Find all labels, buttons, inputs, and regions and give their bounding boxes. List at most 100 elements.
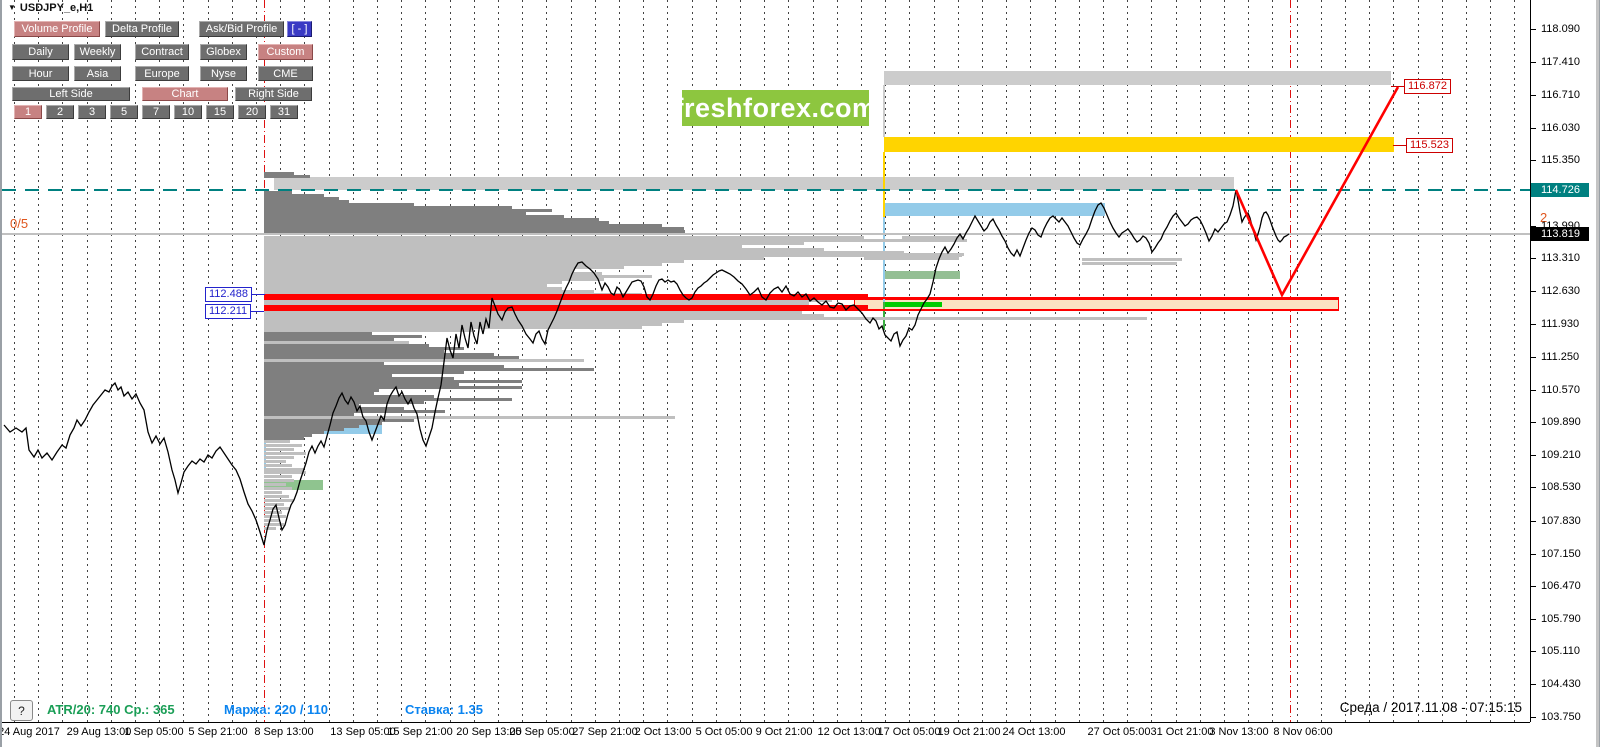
gridline-vertical: [1078, 0, 1080, 722]
chart-title[interactable]: ▼ USDJPY_e,H1: [8, 2, 94, 14]
panel-button-europe[interactable]: Europe: [135, 66, 189, 81]
time-axis-label: 31 Oct 21:00: [1150, 726, 1214, 738]
panel-button-7[interactable]: 7: [142, 105, 170, 119]
volume-profile-bar: [264, 440, 290, 443]
price-callout-label: 112.211: [205, 304, 265, 319]
session-separator-line: [1290, 0, 1291, 722]
panel-button-hour[interactable]: Hour: [12, 66, 69, 81]
time-axis-label: 15 Sep 21:00: [387, 726, 453, 738]
gridline-vertical: [643, 0, 645, 722]
price-axis-label: 118.090: [1541, 23, 1580, 35]
panel-button-chart[interactable]: Chart: [142, 87, 228, 101]
price-axis-tick: [1531, 160, 1536, 162]
gridline-vertical: [1393, 0, 1395, 722]
volume-profile-bar: [1082, 262, 1177, 265]
panel-button-10[interactable]: 10: [174, 105, 202, 119]
panel-button-cme[interactable]: CME: [258, 66, 313, 81]
gridline-vertical: [1199, 0, 1201, 722]
time-axis-label: 3 Nov 13:00: [1209, 726, 1269, 738]
volume-profile-bar: [264, 471, 306, 474]
price-axis-label: 111.250: [1541, 350, 1580, 363]
time-axis-label: 8 Nov 06:00: [1273, 726, 1333, 738]
time-axis-label: 13 Sep 05:00: [330, 726, 396, 738]
callout-connector: [1391, 86, 1404, 87]
gridline-vertical: [619, 0, 620, 722]
panel-button-asia[interactable]: Asia: [74, 66, 121, 81]
olive-band-right: [884, 271, 960, 279]
gridline-vertical: [885, 0, 887, 722]
volume-profile-bar: [264, 519, 279, 522]
time-axis[interactable]: 24 Aug 2017 29 Aug 13:00 1 Sep 05:00 5 Sep …: [2, 723, 1596, 747]
volume-profile-bar: [264, 523, 284, 526]
green-support-line: [885, 301, 942, 307]
time-axis-label: 2 Oct 13:00: [634, 726, 692, 738]
price-axis-label: 104.430: [1541, 677, 1581, 690]
red-level-1-thin: [868, 297, 1339, 299]
volume-profile-bar: [264, 475, 292, 478]
gridline-vertical: [1441, 0, 1443, 722]
panel-button-ask-bid-profile[interactable]: Ask/Bid Profile: [199, 21, 284, 37]
panel-button-globex[interactable]: Globex: [200, 44, 247, 60]
panel-button-20[interactable]: 20: [238, 105, 266, 119]
gridline-vertical: [1417, 0, 1419, 722]
price-axis-tick: [1531, 716, 1536, 718]
volume-profile-bar: [264, 507, 290, 510]
panel-button-[interactable]: [ - ]: [287, 21, 312, 37]
panel-button-2[interactable]: 2: [46, 105, 74, 119]
price-axis-label: 107.830: [1541, 514, 1581, 527]
price-axis-label: 109.210: [1541, 448, 1581, 461]
volume-profile-bar: [264, 448, 294, 451]
time-axis-label: 29 Aug 13:00: [66, 726, 132, 738]
volume-profile-bar: [902, 236, 964, 239]
gridline-vertical: [1272, 0, 1274, 722]
price-axis-label: 113.310: [1541, 252, 1580, 265]
panel-button-daily[interactable]: Daily: [12, 44, 69, 60]
time-axis-label: 5 Oct 05:00: [695, 726, 753, 738]
panel-button-nyse[interactable]: Nyse: [200, 66, 247, 81]
gridline-vertical: [1514, 0, 1516, 722]
bars-counter-left: 0/5: [10, 216, 29, 231]
volume-profile-bar: [864, 257, 959, 260]
volume-profile-bar: [264, 175, 310, 178]
time-axis-label: 19 Oct 21:00: [937, 726, 1001, 738]
band-edge-marker: [883, 152, 885, 217]
panel-button-weekly[interactable]: Weekly: [74, 44, 121, 60]
panel-button-1[interactable]: 1: [14, 105, 42, 119]
volume-profile-bar: [264, 444, 302, 447]
panel-button-left-side[interactable]: Left Side: [12, 87, 130, 101]
panel-button-volume-profile[interactable]: Volume Profile: [14, 21, 100, 37]
price-axis-label: 116.710: [1541, 89, 1580, 102]
price-axis-label: 115.350: [1541, 154, 1580, 167]
price-axis-tick: [1531, 356, 1536, 358]
price-axis-tick: [1531, 258, 1536, 260]
panel-button-5[interactable]: 5: [110, 105, 138, 119]
help-button[interactable]: ?: [10, 700, 33, 721]
price-axis-tick: [1531, 651, 1536, 653]
gray-band-mid: [274, 177, 1234, 190]
volume-profile-bar: [264, 503, 284, 506]
price-axis-tick: [1531, 586, 1536, 588]
gridline-vertical: [1296, 0, 1298, 722]
volume-profile-bar: [264, 511, 282, 514]
gridline-vertical: [982, 0, 983, 722]
panel-button-3[interactable]: 3: [78, 105, 106, 119]
price-axis[interactable]: 2 118.090 117.410 116.710 116.030 115.350 113…: [1530, 0, 1596, 723]
panel-button-right-side[interactable]: Right Side: [235, 87, 312, 101]
yellow-band-top: [884, 137, 1394, 152]
atr-status: ATR/20: 740 Ср.: 365: [47, 702, 175, 717]
panel-button-15[interactable]: 15: [206, 105, 234, 119]
panel-button-custom[interactable]: Custom: [258, 44, 313, 60]
gridline-vertical: [1006, 0, 1008, 722]
panel-button-delta-profile[interactable]: Delta Profile: [105, 21, 179, 37]
gridline-vertical: [1224, 0, 1225, 722]
price-axis-tick: [1531, 95, 1536, 97]
price-axis-tick: [1531, 422, 1536, 424]
chart-plot-area[interactable]: 116.872 115.523 112.488 112.211 freshforex.…: [2, 0, 1530, 723]
time-axis-label: 1 Sep 05:00: [124, 726, 184, 738]
panel-button-contract[interactable]: Contract: [135, 44, 189, 60]
volume-profile-bar: [264, 479, 294, 482]
price-axis-tick: [1531, 454, 1536, 456]
red-level-1-thick: [264, 294, 868, 300]
gridline-vertical: [594, 0, 596, 722]
panel-button-31[interactable]: 31: [270, 105, 298, 119]
